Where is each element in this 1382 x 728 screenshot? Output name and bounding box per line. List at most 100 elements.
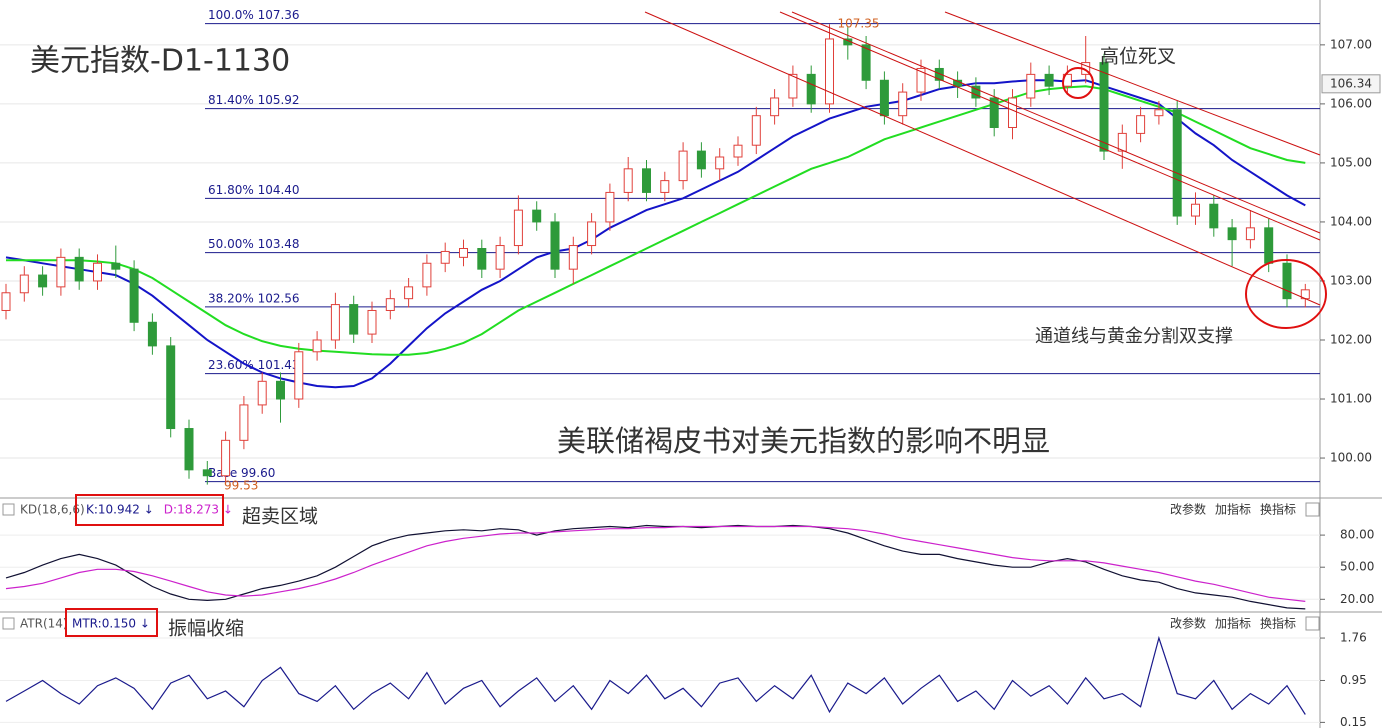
fib-label: 100.0% 107.36 bbox=[208, 8, 300, 22]
candle-body bbox=[147, 321, 157, 347]
highlight-box bbox=[75, 494, 224, 526]
candle-body bbox=[513, 209, 523, 247]
candle-body bbox=[1191, 203, 1200, 217]
candle-body bbox=[1117, 132, 1127, 152]
annotation: 通道线与黄金分割双支撑 bbox=[1035, 326, 1233, 347]
fib-label: 50.00% 103.48 bbox=[208, 237, 300, 251]
candle-body bbox=[696, 150, 706, 170]
candle-body bbox=[129, 268, 139, 323]
candle-body bbox=[74, 256, 84, 282]
candle-body bbox=[477, 248, 487, 270]
y-tick-label: 0.15 bbox=[1340, 715, 1367, 728]
panel-title: ATR(14) bbox=[20, 617, 68, 631]
help-icon bbox=[2, 617, 15, 630]
candle-body bbox=[1209, 203, 1219, 229]
candle-body bbox=[422, 262, 432, 288]
candle-body bbox=[257, 380, 267, 406]
candle-body bbox=[989, 97, 999, 128]
annotation: 美联储褐皮书对美元指数的影响不明显 bbox=[557, 424, 1050, 458]
y-tick-label: 80.00 bbox=[1340, 528, 1374, 542]
candle-body bbox=[587, 221, 597, 247]
candle-body bbox=[19, 274, 29, 294]
annotation: 高位死叉 bbox=[1100, 46, 1176, 68]
panel-button[interactable]: 换指标 bbox=[1260, 616, 1296, 631]
candle-body bbox=[605, 191, 615, 223]
candle-body bbox=[166, 345, 176, 430]
channel-line bbox=[779, 11, 1321, 241]
indicator-line bbox=[5, 524, 1306, 610]
y-tick-label: 103.00 bbox=[1330, 273, 1372, 287]
price-panel: 100.00 101.00 102.00 103.00 104.00 105.00 106.… bbox=[0, 8, 1381, 728]
candle-body bbox=[623, 168, 633, 193]
highlight-box bbox=[65, 608, 158, 637]
candle-body bbox=[367, 309, 377, 335]
candle-body bbox=[1099, 62, 1109, 152]
candle-body bbox=[1154, 109, 1164, 117]
candle-body bbox=[532, 209, 542, 223]
candle-body bbox=[202, 469, 212, 477]
candle-body bbox=[1264, 227, 1274, 264]
candle-body bbox=[971, 85, 981, 99]
candle-body bbox=[879, 79, 889, 117]
y-tick-label: 20.00 bbox=[1340, 592, 1374, 606]
candle-body bbox=[751, 115, 761, 146]
candle-body bbox=[221, 439, 231, 477]
panel-value: D:18.273 ↓ bbox=[164, 503, 233, 517]
candle-body bbox=[1026, 73, 1036, 99]
fib-label: 61.80% 104.40 bbox=[208, 183, 300, 197]
close-button[interactable] bbox=[1305, 502, 1320, 517]
moving-average bbox=[6, 85, 1306, 356]
candle-body bbox=[568, 245, 578, 270]
annotation: 振幅收缩 bbox=[168, 618, 244, 640]
candle-body bbox=[934, 67, 944, 81]
close-button[interactable] bbox=[1305, 616, 1320, 631]
channel-line bbox=[944, 11, 1321, 156]
candle-body bbox=[642, 168, 651, 193]
candle-body bbox=[56, 256, 66, 288]
candle-body bbox=[1245, 227, 1255, 241]
y-tick-label: 100.00 bbox=[1330, 451, 1372, 465]
candle-body bbox=[440, 250, 450, 264]
fib-label: 81.40% 105.92 bbox=[208, 93, 300, 107]
candle-body bbox=[733, 144, 743, 158]
candle-body bbox=[806, 73, 816, 105]
candle-body bbox=[916, 67, 926, 93]
y-tick-label: 106.00 bbox=[1330, 96, 1372, 110]
channel-line bbox=[644, 11, 1321, 306]
moving-average bbox=[5, 79, 1306, 389]
candle-body bbox=[825, 38, 834, 105]
panel-button[interactable]: 换指标 bbox=[1260, 502, 1296, 517]
candle-body bbox=[1, 292, 11, 311]
candle-body bbox=[660, 180, 670, 193]
candle-body bbox=[1136, 115, 1146, 134]
panel-button[interactable]: 改参数 bbox=[1170, 616, 1206, 631]
last-price: 106.34 bbox=[1330, 76, 1372, 90]
highlight-circle bbox=[1245, 259, 1327, 329]
channel-lines bbox=[644, 11, 1321, 306]
y-tick-label: 50.00 bbox=[1340, 560, 1374, 574]
peak-label: 107.35 bbox=[838, 17, 880, 31]
panel-button[interactable]: 加指标 bbox=[1215, 616, 1251, 631]
candle-body bbox=[1282, 262, 1292, 300]
panel-button[interactable]: 加指标 bbox=[1215, 502, 1251, 517]
low-label: 99.53 bbox=[224, 478, 258, 492]
fib-label: 23.60% 101.43 bbox=[208, 358, 300, 372]
candle-body bbox=[770, 97, 780, 117]
candle-body bbox=[239, 404, 249, 441]
candle-body bbox=[678, 150, 688, 182]
fib-label: 38.20% 102.56 bbox=[208, 291, 300, 305]
y-tick-label: 104.00 bbox=[1330, 214, 1372, 228]
candle-body bbox=[38, 274, 48, 288]
candle-body bbox=[93, 262, 102, 282]
candle-body bbox=[1008, 97, 1017, 128]
annotation: 超卖区域 bbox=[242, 506, 318, 528]
candle-body bbox=[788, 73, 798, 99]
y-tick-label: 101.00 bbox=[1330, 392, 1372, 406]
candle-body bbox=[550, 221, 560, 270]
candle-body bbox=[715, 156, 725, 170]
panel-button[interactable]: 改参数 bbox=[1170, 502, 1206, 517]
candle-body bbox=[111, 262, 121, 270]
